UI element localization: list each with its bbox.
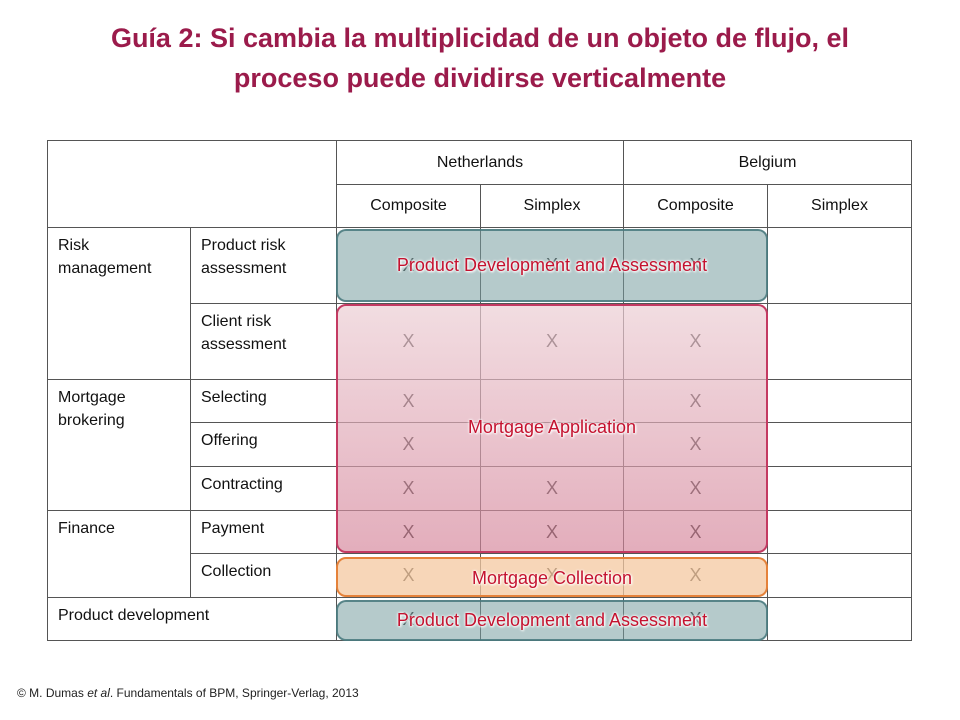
band-label-collection: Mortgage Collection — [471, 568, 633, 588]
country-header-row: Netherlands Belgium — [47, 140, 912, 228]
subheader-nl-simplex: Simplex — [480, 184, 624, 228]
title-line-1: Guía 2: Si cambia la multiplicidad de un… — [110, 23, 850, 53]
activity-payment: Payment — [190, 510, 337, 554]
cell-mark — [767, 227, 912, 304]
band-label-top: Product Development and Assessment — [396, 255, 708, 275]
header-netherlands: Netherlands — [336, 140, 624, 185]
cell-mark — [767, 379, 912, 423]
group-mortgage-brokering: Mortgage brokering — [47, 379, 191, 511]
subheader-be-simplex: Simplex — [767, 184, 912, 228]
activity-client-risk-assessment: Client risk assessment — [190, 303, 337, 380]
subheader-nl-composite: Composite — [336, 184, 481, 228]
group-risk-management: Risk management — [47, 227, 191, 380]
cell-mark — [767, 553, 912, 598]
band-mortgage-application — [336, 304, 768, 553]
title-line-2: proceso puede dividirse verticalmente — [233, 63, 727, 93]
slide-title: Guía 2: Si cambia la multiplicidad de un… — [0, 18, 960, 98]
activity-offering: Offering — [190, 422, 337, 467]
band-product-development-assessment-bottom — [336, 600, 768, 641]
activity-collection: Collection — [190, 553, 337, 598]
header-belgium: Belgium — [623, 140, 912, 185]
band-product-development-assessment-top — [336, 229, 768, 302]
group-finance: Finance — [47, 510, 191, 598]
cell-mark — [767, 597, 912, 641]
activity-selecting: Selecting — [190, 379, 337, 423]
footer-prefix: © M. Dumas — [17, 686, 88, 700]
footer-et-al: et al — [87, 686, 110, 700]
group-product-development: Product development — [47, 597, 337, 641]
cell-mark — [767, 510, 912, 554]
corner-cell — [47, 140, 337, 228]
copyright-footer: © M. Dumas et al. Fundamentals of BPM, S… — [17, 686, 359, 700]
activity-product-risk-assessment: Product risk assessment — [190, 227, 337, 304]
cell-mark — [767, 303, 912, 380]
footer-suffix: . Fundamentals of BPM, Springer-Verlag, … — [109, 686, 359, 700]
cell-mark — [767, 422, 912, 467]
band-mortgage-collection — [336, 557, 768, 597]
cell-mark — [767, 466, 912, 511]
activity-contracting: Contracting — [190, 466, 337, 511]
band-label-middle: Mortgage Application — [467, 417, 637, 437]
subheader-be-composite: Composite — [623, 184, 768, 228]
band-label-bottom: Product Development and Assessment — [396, 610, 708, 630]
subheader-row: Composite Simplex Composite Simplex — [48, 184, 912, 228]
